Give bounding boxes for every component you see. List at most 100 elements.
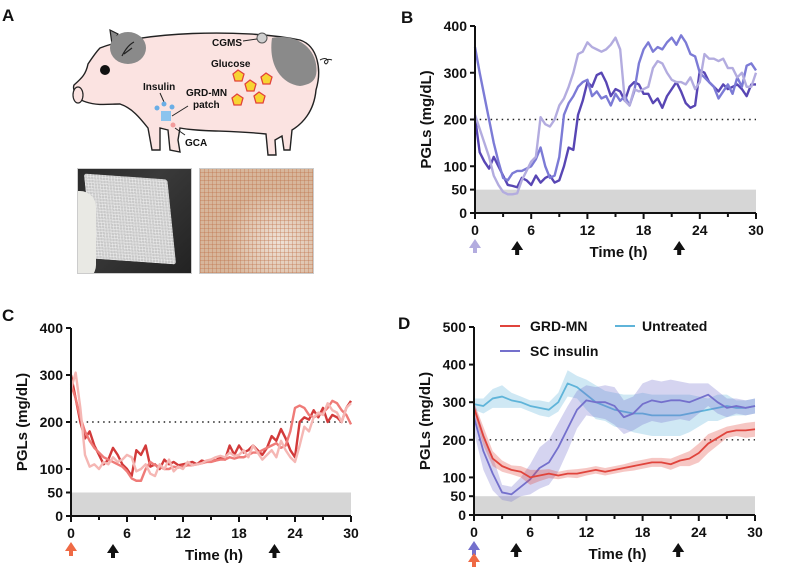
y-tick-label: 200 [443,432,467,448]
error-band-untreated [474,370,755,437]
y-axis-label: PGLs (mg/dL) [417,372,434,470]
x-tick-label: 30 [748,222,764,238]
dose-arrow-icon [65,542,77,556]
y-tick-label: 400 [40,320,64,336]
y-tick-label: 0 [459,205,467,221]
series-line-pig-2 [69,384,353,482]
grd-mn-patch-icon [161,111,171,121]
x-axis-label: Time (h) [589,244,647,261]
x-tick-label: 6 [527,222,535,238]
legend-label-untreated: Untreated [642,318,707,334]
dose-arrow-icon [510,543,523,557]
dose-arrow-icon [107,544,119,558]
error-band-sc-insulin [474,379,755,502]
microneedle-patch-photo [77,168,192,274]
series-line-pig-2 [473,34,757,182]
y-tick-label: 50 [451,182,467,198]
gca-label: GCA [185,138,207,149]
cgms-sensor-icon [256,32,268,44]
x-tick-label: 0 [471,222,479,238]
dose-arrow-icon [468,541,480,555]
patch-label-line1: GRD-MN [186,88,227,99]
y-tick-label: 100 [40,461,64,477]
insulin-label: Insulin [143,82,175,93]
x-tick-label: 12 [175,525,191,541]
x-tick-label: 6 [526,524,534,540]
cgms-label: CGMS [212,38,242,49]
series-group [69,371,353,482]
y-tick-label: 300 [443,394,467,410]
panel-c-label: C [2,306,15,325]
y-tick-label: 500 [443,319,467,335]
y-axis-label: PGLs (mg/dL) [14,373,31,471]
x-tick-label: 6 [123,525,131,541]
y-tick-label: 200 [444,112,468,128]
series-line-grd-mn [473,407,756,479]
panel-b-label: B [401,8,414,27]
x-tick-label: 24 [692,222,708,238]
y-tick-label: 0 [55,508,63,524]
pig-snout [72,86,84,104]
panel-a-label: A [2,6,15,25]
hypoglycemia-band [71,492,351,516]
panel-d-label: D [398,314,411,333]
dose-arrow-icon [511,241,524,255]
series-line-untreated [473,382,756,417]
y-tick-label: 100 [443,469,467,485]
x-tick-label: 24 [287,525,303,541]
legend: GRD-MN SC insulin Untreated [500,318,707,359]
y-tick-label: 400 [444,18,468,34]
hypoglycemia-band [474,496,755,515]
pig-body [72,28,333,156]
x-tick-label: 0 [67,525,75,541]
dose-arrow-icon [468,553,480,567]
x-tick-label: 30 [343,525,359,541]
patch-on-skin-photo [199,168,314,274]
ear-spot [110,32,146,64]
body-spot [271,37,317,86]
glucose-molecule-icons [231,69,273,106]
gca-dot-icon [170,122,176,128]
legend-label-sc-insulin: SC insulin [530,343,598,359]
x-tick-label: 30 [747,524,763,540]
series-group [473,370,756,502]
insulin-dots-icon [154,101,175,111]
series-group [473,34,758,196]
y-tick-label: 300 [40,367,64,383]
hypoglycemia-band [475,189,756,213]
x-tick-label: 24 [691,524,707,540]
dose-arrow-icon [673,241,686,255]
x-tick-label: 18 [636,222,652,238]
y-tick-label: 50 [47,485,63,501]
y-tick-label: 0 [458,507,466,523]
x-tick-label: 18 [231,525,247,541]
series-line-sc-insulin [473,393,756,496]
y-tick-label: 200 [40,414,64,430]
x-axis-label: Time (h) [185,547,243,564]
pig-eye [100,65,110,75]
x-tick-label: 12 [580,222,596,238]
y-axis-label: PGLs (mg/dL) [418,70,435,168]
x-tick-label: 0 [470,524,478,540]
x-tick-label: 18 [635,524,651,540]
y-tick-label: 400 [443,357,467,373]
y-tick-label: 300 [444,65,468,81]
legend-label-grd-mn: GRD-MN [530,318,588,334]
patch-label-line2: patch [193,100,220,111]
dose-arrow-icon [268,544,281,558]
dose-arrow-icon [469,239,481,253]
y-tick-label: 50 [450,488,466,504]
series-line-pig-3 [69,371,352,478]
y-tick-label: 100 [444,158,468,174]
error-band-grd-mn [474,402,755,485]
pig-illustration: CGMS Glucose Insulin GRD-MN patch GCA [72,28,333,156]
glucose-label: Glucose [211,59,251,70]
pig-tail [319,58,333,65]
dose-arrow-icon [672,543,685,557]
x-tick-label: 12 [579,524,595,540]
series-line-pig-3 [473,36,758,196]
x-axis-label: Time (h) [588,546,646,563]
